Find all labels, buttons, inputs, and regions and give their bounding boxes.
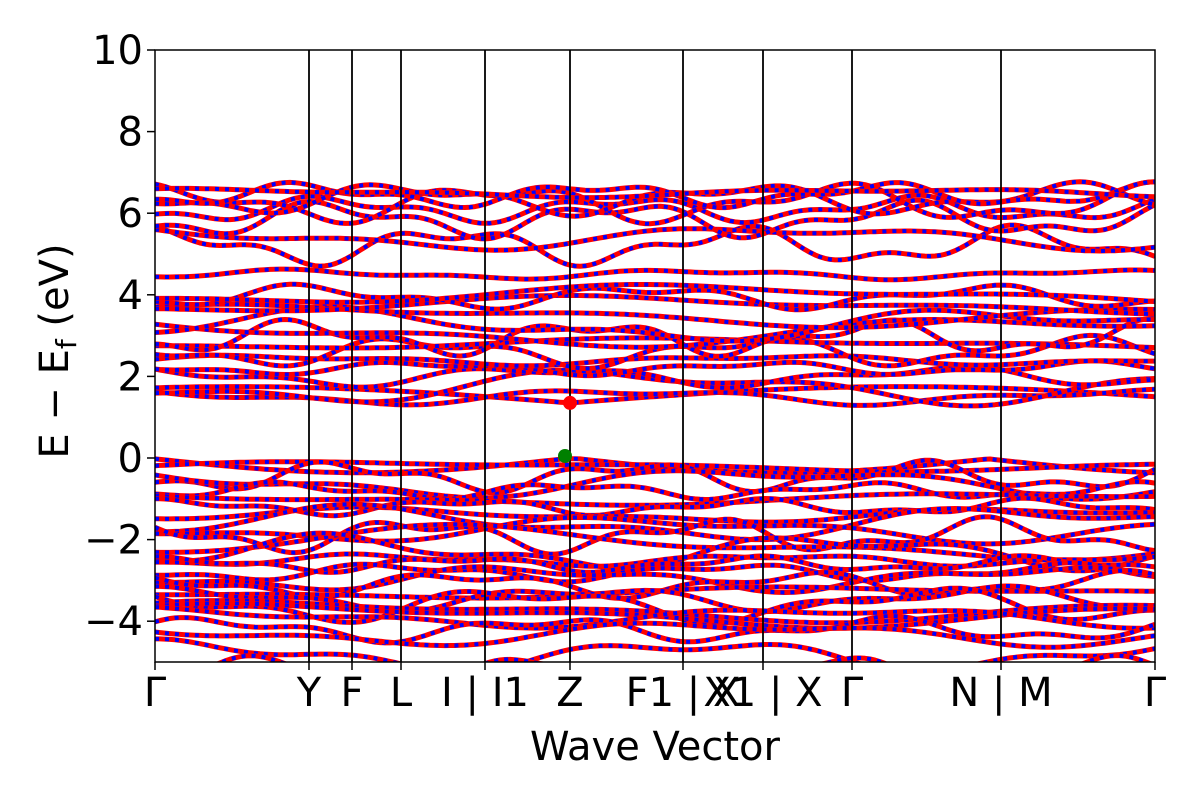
x-tick-label: Y (296, 670, 322, 716)
band-line-overlay (155, 353, 1155, 368)
y-axis-title-sub: f (50, 338, 83, 349)
band-line-overlay (155, 553, 1155, 575)
band-line (155, 281, 1155, 313)
plot-frame (154, 49, 1156, 663)
band-line-overlay (155, 468, 1155, 502)
y-axis-ticks: −4 −2 0 2 4 6 8 10 (84, 28, 155, 645)
band-line-overlay (155, 179, 1155, 226)
band-line (155, 613, 1155, 646)
band-line-overlay (155, 186, 1155, 200)
y-axis-title-unit: (eV) (32, 243, 78, 339)
band-line-overlay (155, 496, 1155, 518)
band-line-overlay (155, 515, 1155, 546)
band-line-overlay (155, 317, 1155, 350)
y-tick-label: −2 (84, 518, 143, 564)
band-line-overlay (155, 584, 1155, 614)
band-line-overlay (155, 552, 1155, 569)
band-line-overlay (155, 586, 1155, 627)
y-tick-label: 8 (118, 110, 143, 156)
y-tick-label: 4 (118, 273, 143, 319)
band-line-overlay (155, 316, 1155, 359)
band-line-overlay (155, 598, 1155, 625)
band-line-overlay (155, 267, 1155, 282)
band-line-overlay (155, 514, 1155, 557)
y-tick-label: −4 (84, 599, 143, 645)
band-line-overlay (155, 335, 1155, 350)
y-tick-label: 2 (118, 354, 143, 400)
x-tick-label: Γ (144, 670, 167, 716)
y-axis-title: E − Ef (eV) (32, 243, 83, 458)
band-line-overlay (155, 531, 1155, 573)
band-line-overlay (155, 302, 1155, 330)
band-line-overlay (155, 198, 1155, 241)
high-symmetry-lines (308, 50, 1002, 662)
y-axis-title-main: E − E (32, 349, 78, 459)
band-line-overlay (155, 384, 1155, 405)
x-tick-label: L (390, 670, 413, 716)
x-tick-label: Γ (1144, 670, 1167, 716)
x-tick-label: F (340, 670, 363, 716)
band-line-overlay (155, 505, 1155, 525)
band-line (155, 367, 1155, 409)
band-line-overlay (155, 614, 1155, 645)
x-tick-label: Γ (841, 670, 864, 716)
band-line-overlay (155, 605, 1155, 631)
x-tick-label: N | M (949, 670, 1052, 716)
band-line-overlay (155, 502, 1155, 542)
x-axis-title: Wave Vector (530, 724, 781, 770)
vbm-marker (558, 448, 572, 463)
y-tick-label: 6 (118, 191, 143, 237)
band-line-overlay (155, 282, 1155, 305)
band-line-overlay (155, 564, 1155, 595)
y-tick-label: 10 (92, 28, 143, 74)
band-line-overlay (155, 293, 1155, 316)
band-line-overlay (155, 179, 1155, 210)
band-line-overlay (155, 358, 1155, 378)
band-line-overlay (155, 621, 1155, 650)
band-line-overlay (155, 364, 1155, 390)
y-tick-label: 0 (118, 436, 143, 482)
band-line-overlay (155, 223, 1155, 269)
band-edge-markers (558, 395, 577, 463)
band-line-overlay (155, 458, 1155, 495)
x-tick-label: Z (556, 670, 583, 716)
x-tick-label: X1 | X (703, 670, 822, 716)
cbm-marker (563, 395, 577, 410)
band-lines (155, 179, 1155, 662)
x-tick-label: F1 | X (626, 670, 741, 716)
band-line-overlay (155, 522, 1155, 563)
band-line-overlay (155, 387, 1155, 408)
x-tick-label: I | I1 (441, 670, 529, 716)
band-line-overlay (155, 226, 1155, 254)
